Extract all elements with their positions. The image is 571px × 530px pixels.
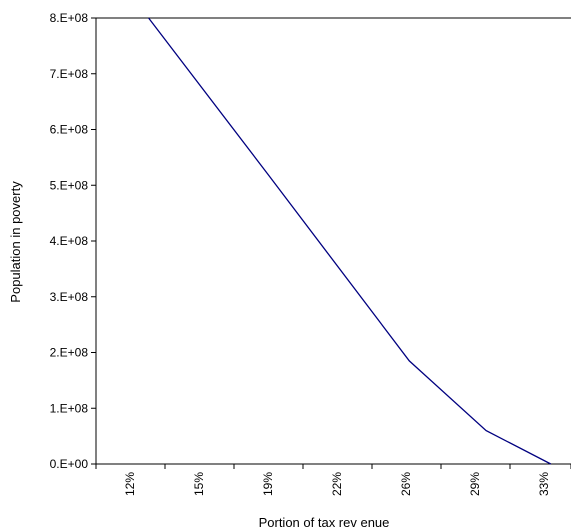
x-axis-title: Portion of tax rev enue xyxy=(259,515,390,530)
x-tick-label: 26% xyxy=(399,472,413,496)
y-tick-label: 8.E+08 xyxy=(50,11,89,25)
x-tick-label: 12% xyxy=(123,472,137,496)
y-tick-label: 0.E+00 xyxy=(50,457,89,471)
x-tick-label: 33% xyxy=(537,472,551,496)
x-tick-label: 22% xyxy=(330,472,344,496)
x-tick-label: 15% xyxy=(192,472,206,496)
y-tick-label: 4.E+08 xyxy=(50,234,89,248)
y-axis-title: Population in poverty xyxy=(8,181,23,303)
plot-frame xyxy=(95,17,571,465)
series-line xyxy=(148,17,552,465)
y-tick-label: 5.E+08 xyxy=(50,178,89,192)
y-tick-label: 2.E+08 xyxy=(50,346,89,360)
series-group xyxy=(148,17,552,465)
y-axis: 0.E+00 1.E+08 2.E+08 3.E+08 4.E+08 5.E+08 6.E+… xyxy=(50,11,96,471)
x-tick-label: 29% xyxy=(468,472,482,496)
y-tick-label: 7.E+08 xyxy=(50,67,89,81)
y-tick-label: 6.E+08 xyxy=(50,123,89,137)
y-tick-label: 3.E+08 xyxy=(50,290,89,304)
x-axis: 12% 15% 19% 22% 26% 29% 33% xyxy=(95,464,571,496)
y-tick-label: 1.E+08 xyxy=(50,401,89,415)
x-tick-label: 19% xyxy=(261,472,275,496)
